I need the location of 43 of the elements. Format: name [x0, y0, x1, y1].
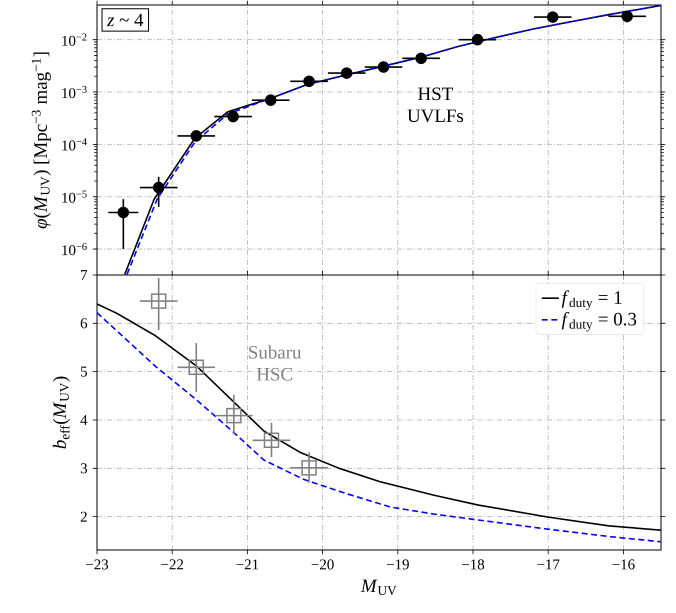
point	[118, 206, 130, 218]
legend-label: f$_{duty}$ = 0.3	[562, 312, 636, 332]
point	[546, 11, 558, 23]
text: φ(M$_{UV}$) [Mpc$^{−3}$ mag$^{−1}$]	[32, 52, 51, 228]
annotation: HST UVLFs	[407, 88, 464, 122]
y-tick-label: 5	[80, 366, 87, 377]
y-tick-label: 10$^{−6}$	[62, 242, 87, 256]
y-tick-label: 3	[80, 463, 87, 474]
y-tick-label: 10$^{−2}$	[62, 34, 87, 46]
x-tick-label: −16	[612, 559, 635, 570]
y-tick-label: 2	[80, 512, 87, 522]
legend-label: f$_{duty}$ = 1	[562, 290, 622, 310]
point	[415, 52, 427, 64]
point	[188, 360, 204, 376]
y-tick-label: 10$^{−5}$	[62, 190, 87, 203]
x-tick-label: −22	[161, 559, 184, 570]
point	[227, 110, 239, 122]
x-tick-label: −23	[86, 559, 108, 570]
point	[264, 94, 276, 106]
x-axis-title: M$_{UV}$	[360, 580, 396, 596]
point	[226, 408, 242, 424]
point	[301, 460, 317, 476]
point	[190, 130, 202, 142]
x-tick-label: −20	[312, 559, 334, 570]
point	[264, 432, 280, 448]
point	[303, 76, 315, 88]
point	[152, 182, 164, 194]
point	[472, 34, 484, 46]
x-tick-label: −19	[386, 559, 409, 570]
point	[621, 10, 633, 22]
point	[150, 293, 166, 309]
y-tick-label: 10$^{−4}$	[62, 138, 87, 150]
x-tick-label: −18	[462, 559, 484, 570]
y-tick-label: 7	[81, 270, 88, 280]
x-tick-label: −17	[537, 559, 560, 570]
x-tick-label: −21	[236, 559, 258, 570]
y-tick-label: 10$^{−3}$	[62, 86, 87, 98]
y-tick-label: 4	[80, 415, 88, 425]
y-tick-label: 6	[80, 318, 88, 328]
point	[340, 67, 352, 79]
point	[378, 61, 390, 73]
y-axis-title: b$_{eff}$(M$_{UV}$)	[52, 376, 70, 448]
annotation: z ~ 4	[106, 14, 144, 26]
